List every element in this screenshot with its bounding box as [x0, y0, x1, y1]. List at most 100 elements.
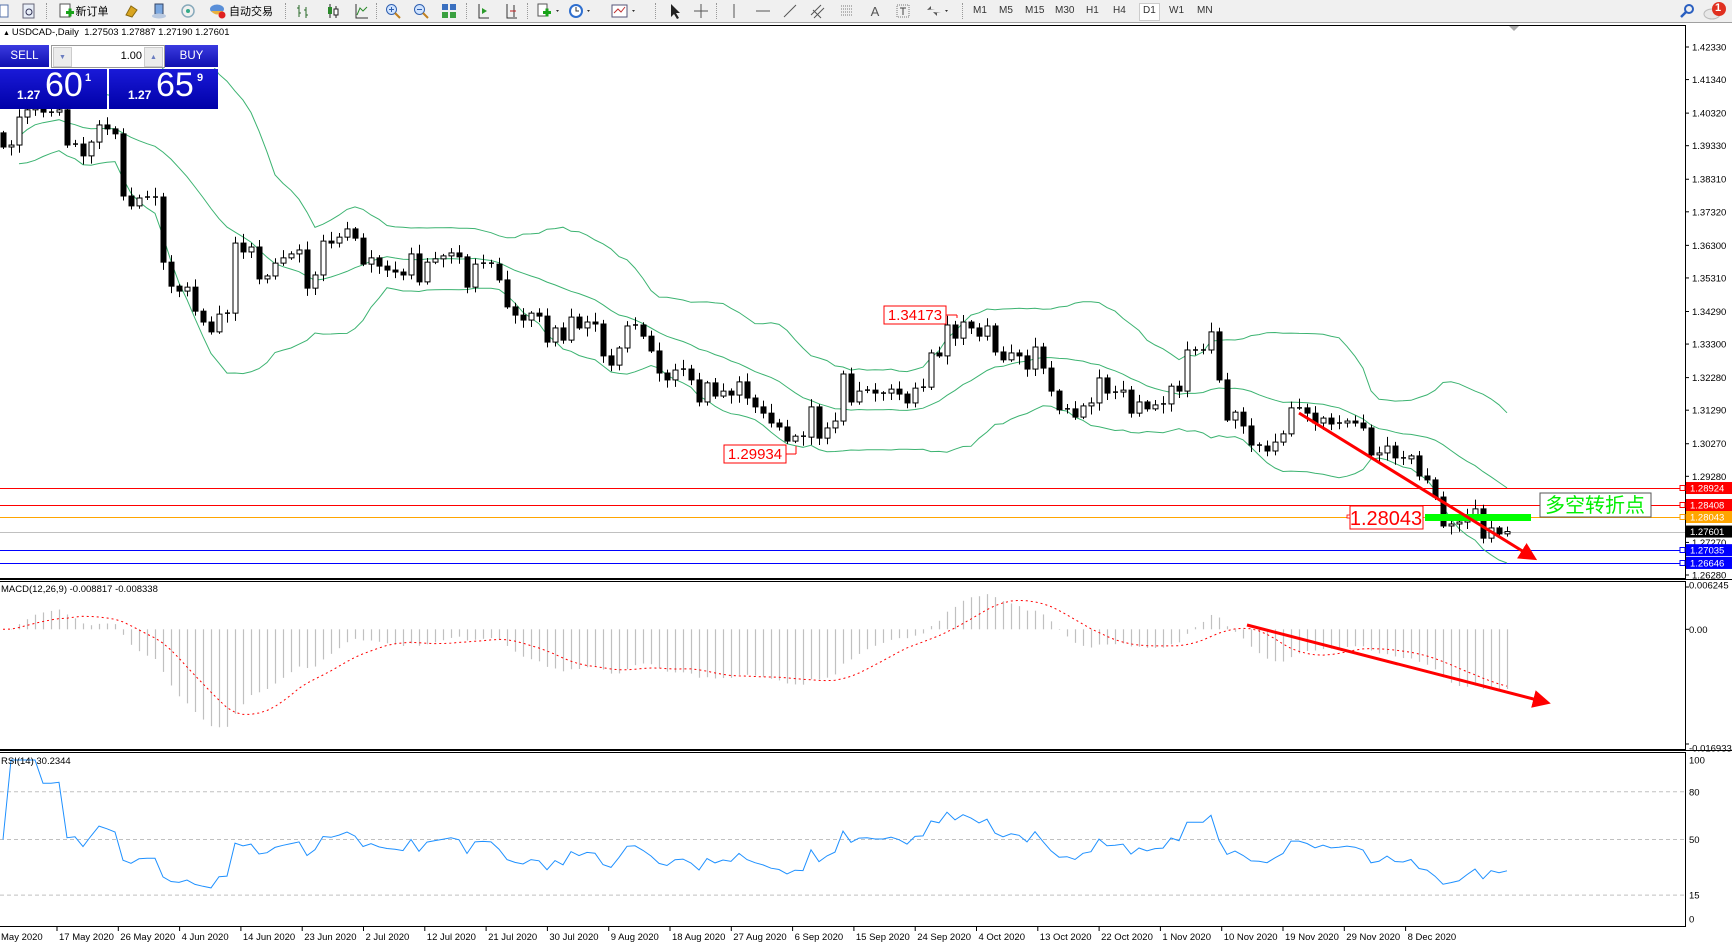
candle[interactable]	[168, 255, 175, 294]
pivot-text-box[interactable]	[1539, 492, 1652, 518]
candle[interactable]	[1384, 436, 1391, 461]
candle[interactable]	[120, 128, 127, 201]
candle[interactable]	[865, 385, 870, 394]
candle[interactable]	[1352, 415, 1359, 427]
search-icon[interactable]	[1678, 2, 1696, 20]
candle[interactable]	[145, 190, 150, 200]
candle[interactable]	[1152, 400, 1159, 411]
sell-button[interactable]: SELL	[0, 45, 49, 68]
cursor-icon[interactable]	[666, 2, 684, 20]
candle[interactable]	[1272, 433, 1279, 456]
candle[interactable]	[464, 254, 471, 294]
candle[interactable]	[136, 194, 143, 209]
candle[interactable]	[921, 378, 926, 392]
candle[interactable]	[424, 258, 431, 285]
candle[interactable]	[272, 258, 279, 280]
candle[interactable]	[1280, 430, 1287, 446]
candle[interactable]	[200, 308, 207, 326]
candle[interactable]	[664, 369, 671, 388]
candle[interactable]	[640, 322, 647, 339]
candle[interactable]	[544, 308, 551, 348]
candle[interactable]	[368, 250, 375, 273]
candle[interactable]	[560, 322, 567, 344]
candle[interactable]	[448, 248, 455, 264]
candle[interactable]	[232, 236, 239, 321]
signals-icon[interactable]	[179, 2, 197, 20]
candle[interactable]	[16, 109, 23, 153]
candle[interactable]	[1184, 341, 1191, 398]
candle[interactable]	[392, 261, 399, 279]
candle[interactable]	[160, 192, 167, 270]
candle[interactable]	[1104, 374, 1111, 400]
candle[interactable]	[1128, 385, 1135, 418]
candle[interactable]	[552, 325, 559, 347]
navigator-icon[interactable]	[150, 2, 168, 20]
candle[interactable]	[216, 305, 223, 334]
candle[interactable]	[328, 231, 335, 249]
candle[interactable]	[904, 391, 911, 409]
candle[interactable]	[688, 364, 695, 386]
candle[interactable]	[1216, 327, 1223, 383]
candle[interactable]	[384, 260, 391, 277]
candle[interactable]	[1000, 346, 1007, 363]
candle[interactable]	[1248, 418, 1255, 452]
candle[interactable]	[512, 302, 519, 324]
candle[interactable]	[584, 315, 591, 337]
candle[interactable]	[344, 221, 351, 241]
candle[interactable]	[1065, 404, 1070, 414]
candle[interactable]	[528, 311, 535, 327]
timeframe-m30[interactable]: M30	[1055, 5, 1075, 16]
equidistant-channel-icon[interactable]	[809, 2, 827, 20]
timeframe-w1[interactable]: W1	[1169, 5, 1184, 16]
lot-size-input[interactable]: ▼ 1.00 ▲	[51, 45, 165, 68]
buy-button[interactable]: BUY	[165, 45, 218, 68]
candle[interactable]	[872, 383, 879, 402]
chart-shift-icon[interactable]	[502, 2, 520, 20]
candle[interactable]	[400, 268, 407, 281]
level-line-handle[interactable]	[1679, 560, 1686, 566]
candle[interactable]	[248, 242, 255, 259]
candle[interactable]	[489, 259, 494, 268]
zoom-out-icon[interactable]	[412, 2, 430, 20]
candle[interactable]	[696, 372, 703, 407]
candle[interactable]	[976, 323, 983, 342]
candle[interactable]	[1376, 446, 1383, 464]
candle[interactable]	[1344, 418, 1351, 428]
market-watch-icon[interactable]	[122, 2, 140, 20]
candle[interactable]	[1360, 414, 1367, 431]
candle[interactable]	[1264, 440, 1271, 457]
new-order-button[interactable]: 新订单	[52, 2, 114, 20]
candle[interactable]	[296, 244, 303, 263]
candle[interactable]	[881, 391, 886, 401]
candle[interactable]	[1161, 396, 1166, 414]
candle[interactable]	[440, 253, 447, 268]
candle[interactable]	[856, 381, 863, 405]
candle[interactable]	[656, 342, 663, 382]
candle[interactable]	[1208, 322, 1215, 354]
candle[interactable]	[736, 376, 743, 403]
candle[interactable]	[88, 140, 95, 164]
candle[interactable]	[184, 282, 191, 297]
candle[interactable]	[1056, 389, 1063, 415]
bid-price-button[interactable]: 1.27 60 1	[0, 66, 107, 109]
candle[interactable]	[416, 244, 423, 286]
candle[interactable]	[936, 346, 943, 358]
auto-trading-button[interactable]: 自动交易	[205, 2, 277, 20]
candle[interactable]	[1008, 344, 1015, 362]
candle[interactable]	[600, 319, 607, 363]
candle[interactable]	[624, 321, 631, 353]
candle[interactable]	[776, 418, 783, 431]
trend-arrow-price[interactable]	[1298, 411, 1538, 561]
candle[interactable]	[1040, 342, 1047, 375]
macd-pane[interactable]	[0, 581, 1686, 750]
candle[interactable]	[336, 233, 343, 248]
indicators-dropdown[interactable]	[534, 2, 564, 20]
candle[interactable]	[1424, 468, 1431, 484]
candle[interactable]	[992, 323, 999, 356]
level-line-handle[interactable]	[1679, 502, 1686, 508]
candle[interactable]	[96, 120, 103, 149]
candle[interactable]	[888, 384, 895, 400]
candle[interactable]	[1337, 415, 1342, 430]
candle[interactable]	[768, 403, 775, 428]
crosshair-icon[interactable]	[692, 2, 710, 20]
